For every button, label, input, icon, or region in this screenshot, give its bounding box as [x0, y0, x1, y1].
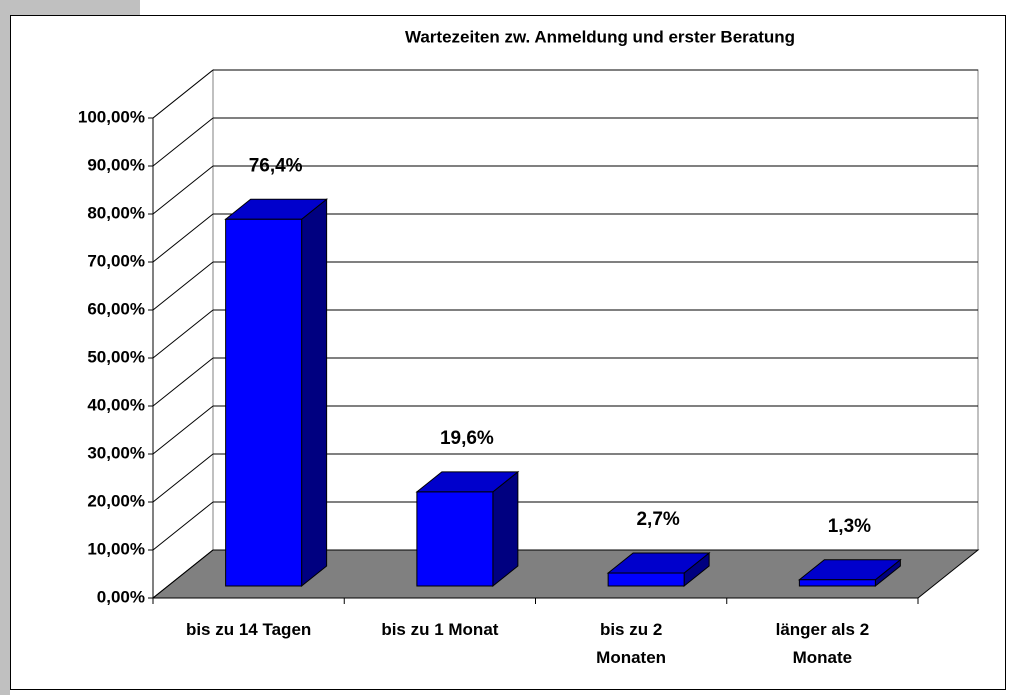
- y-tick-label: 70,00%: [87, 251, 145, 270]
- y-tick-label: 60,00%: [87, 299, 145, 318]
- grid-line: [152, 261, 214, 311]
- x-tick-label: bis zu 14 Tagen: [185, 620, 312, 639]
- y-tick-label: 30,00%: [87, 443, 145, 462]
- y-tick-label: 40,00%: [87, 395, 145, 414]
- y-tick-label: 100,00%: [78, 107, 145, 126]
- bar: [798, 579, 876, 587]
- y-tick-label: 90,00%: [87, 155, 145, 174]
- bar-side: [301, 198, 328, 588]
- x-tick-label: bis zu 1 Monat: [381, 620, 499, 639]
- grid-line: [152, 453, 214, 503]
- grid-line: [152, 213, 214, 263]
- y-tick-label: 50,00%: [87, 347, 145, 366]
- grid-line: [152, 501, 214, 551]
- y-tick-label: 80,00%: [87, 203, 145, 222]
- grid-line: [152, 165, 214, 215]
- frame: [0, 0, 10, 695]
- bar: [225, 218, 303, 587]
- data-label: 1,3%: [828, 516, 871, 537]
- data-label: 76,4%: [249, 155, 303, 176]
- frame: [0, 0, 140, 15]
- data-label: 2,7%: [636, 509, 679, 530]
- bar: [416, 491, 494, 587]
- y-tick-label: 10,00%: [87, 539, 145, 558]
- y-tick-label: 20,00%: [87, 491, 145, 510]
- grid-line: [152, 549, 214, 599]
- grid-line: [152, 405, 214, 455]
- grid-line: [152, 309, 214, 359]
- grid-line: [152, 117, 214, 167]
- x-tick-label: bis zu 2 Monaten: [596, 620, 667, 667]
- chart-title: Wartezeiten zw. Anmeldung und erster Ber…: [405, 27, 795, 46]
- y-tick-label: 0,00%: [97, 587, 145, 606]
- grid-line: [152, 69, 214, 119]
- grid-line: [152, 357, 214, 407]
- bar: [607, 572, 685, 587]
- x-tick-label: länger als 2 Monate: [775, 620, 870, 667]
- data-label: 19,6%: [440, 428, 494, 449]
